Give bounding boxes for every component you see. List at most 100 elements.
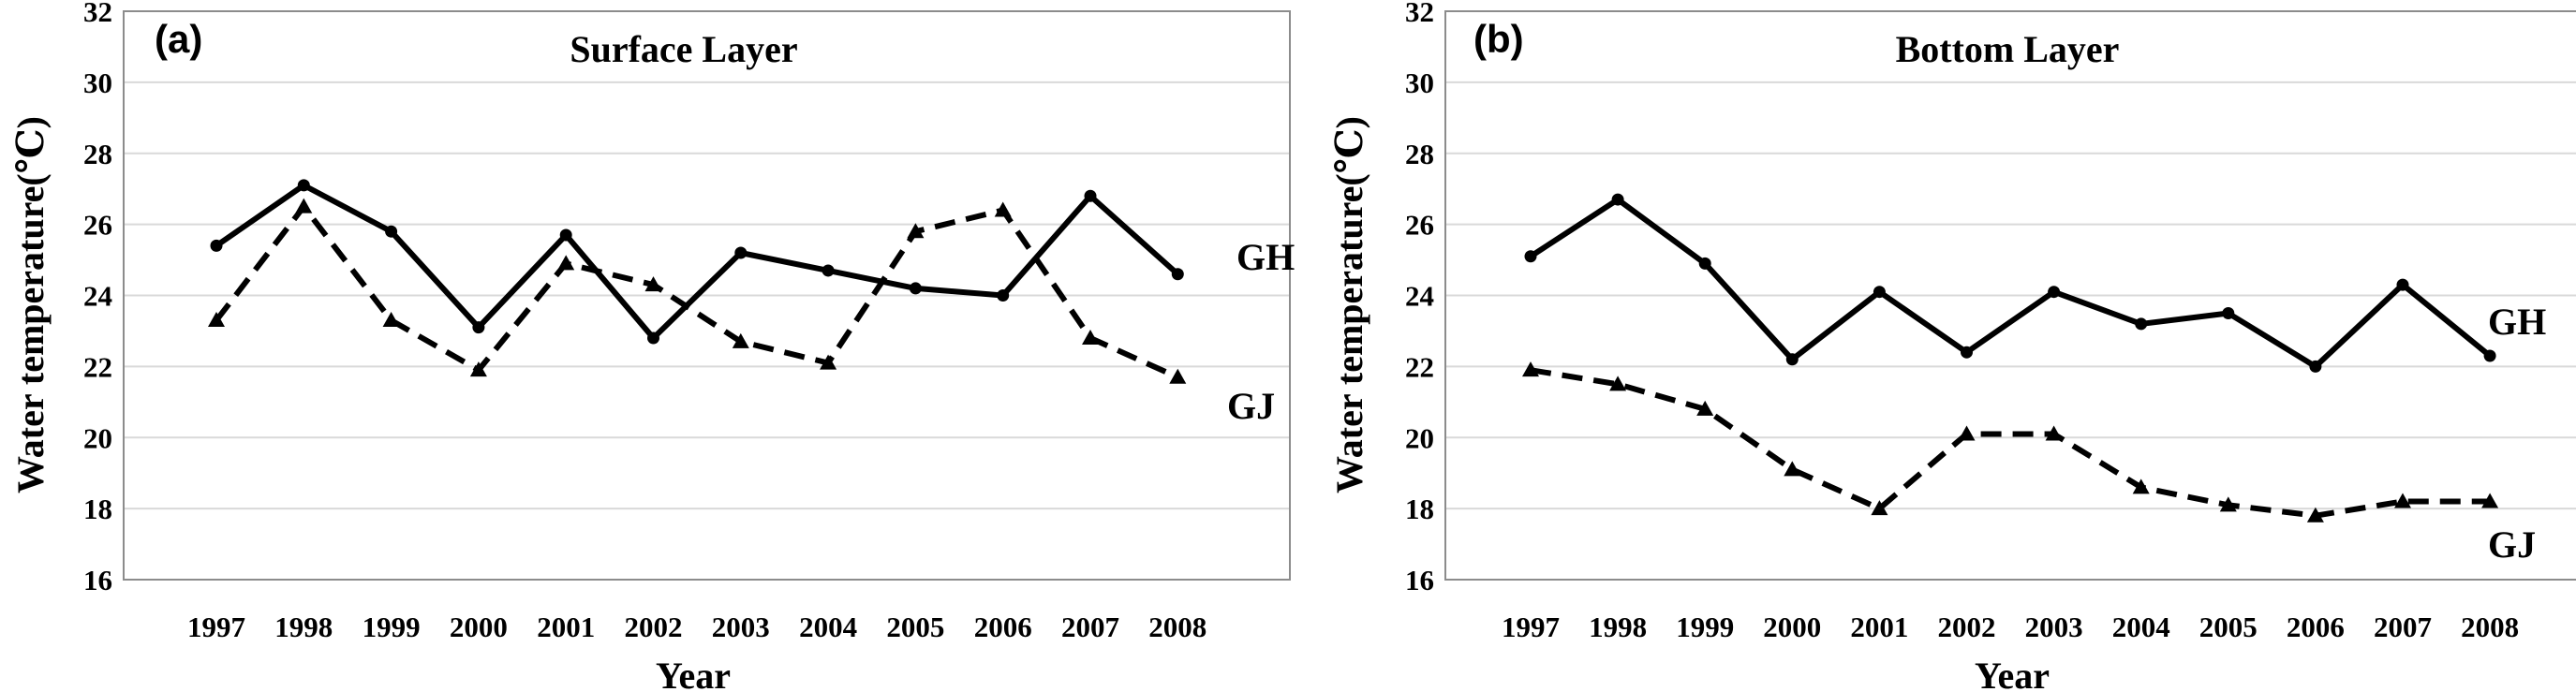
data-point-gh (2222, 306, 2235, 319)
data-point-gh (2048, 286, 2061, 299)
y-tick-label: 22 (1405, 350, 1434, 383)
x-tick-label: 2004 (2112, 611, 2170, 643)
x-tick-label: 1997 (1502, 611, 1560, 643)
x-tick-label: 2001 (537, 611, 595, 643)
chart-title: Surface Layer (570, 28, 797, 70)
data-point-gh (210, 239, 223, 252)
x-tick-label: 2005 (886, 611, 944, 643)
y-tick-label: 28 (83, 138, 112, 170)
series-line-gh (1529, 197, 2492, 370)
data-point-gh (2309, 360, 2322, 373)
data-point-gj (1871, 500, 1888, 516)
series-line-gh (215, 182, 1180, 341)
x-tick-label: 2008 (2461, 611, 2519, 643)
data-point-gh (1524, 250, 1537, 263)
y-tick-label: 30 (83, 66, 112, 99)
series-line-gj (1530, 367, 2491, 519)
data-point-gh (559, 228, 572, 242)
x-tick-label: 2000 (450, 611, 508, 643)
series-label-gj: GJ (2488, 523, 2536, 566)
series-label-gh: GH (2488, 301, 2546, 343)
y-tick-label: 30 (1405, 66, 1434, 99)
data-point-gj (295, 198, 313, 213)
data-point-gh (1084, 189, 1097, 202)
x-tick-label: 2003 (712, 611, 770, 643)
data-point-gh (385, 225, 398, 238)
data-point-gj (644, 276, 662, 292)
y-tick-label: 26 (83, 209, 112, 242)
data-point-gj (1784, 461, 1801, 477)
x-tick-label: 2005 (2199, 611, 2258, 643)
data-point-gh (1171, 268, 1184, 281)
data-point-gh (909, 282, 922, 295)
data-point-gj (2219, 496, 2237, 512)
x-tick-label: 2007 (1061, 611, 1119, 643)
panel-label: (a) (155, 17, 202, 61)
y-tick-label: 16 (1405, 564, 1434, 596)
plot-area-frame (123, 10, 1291, 581)
x-tick-label: 2001 (1850, 611, 1908, 643)
x-axis-title: Year (656, 655, 731, 692)
y-tick-label: 32 (83, 0, 112, 28)
x-tick-label: 2004 (799, 611, 857, 643)
x-tick-label: 2003 (2025, 611, 2083, 643)
data-point-gh (1698, 257, 1711, 270)
data-point-gj (1696, 400, 1714, 416)
x-tick-label: 1999 (1676, 611, 1734, 643)
y-tick-label: 18 (83, 493, 112, 525)
y-tick-label: 28 (1405, 138, 1434, 170)
chart-title: Bottom Layer (1896, 28, 2120, 70)
data-point-gj (557, 255, 575, 271)
x-tick-label: 2006 (974, 611, 1032, 643)
data-point-gj (732, 332, 749, 348)
data-point-gj (1609, 375, 1627, 391)
y-tick-label: 18 (1405, 493, 1434, 525)
plot-area-frame (1444, 10, 2576, 581)
data-point-gh (734, 246, 748, 259)
x-tick-label: 2008 (1148, 611, 1207, 643)
y-tick-label: 20 (1405, 421, 1434, 454)
data-point-gh (1785, 353, 1799, 366)
y-tick-label: 20 (83, 421, 112, 454)
data-point-gj (1169, 368, 1187, 384)
data-point-gh (297, 179, 310, 192)
data-point-gh (2135, 317, 2148, 331)
x-tick-label: 1997 (187, 611, 245, 643)
y-tick-label: 16 (83, 564, 112, 596)
series-label-gj: GJ (1227, 385, 1275, 427)
y-tick-label: 26 (1405, 209, 1434, 242)
data-point-gj (2394, 493, 2411, 508)
x-axis-title: Year (1975, 655, 2050, 692)
series-line-gj (214, 203, 1179, 380)
y-axis-title: Water temperature(℃) (1328, 116, 1370, 493)
data-point-gj (469, 361, 487, 377)
data-point-gh (822, 264, 835, 277)
data-point-gj (2132, 479, 2150, 494)
panel-label: (b) (1473, 17, 1524, 61)
x-tick-label: 2002 (1938, 611, 1996, 643)
x-tick-label: 2007 (2374, 611, 2432, 643)
x-tick-label: 2000 (1763, 611, 1821, 643)
series-label-gh: GH (1236, 236, 1295, 278)
data-point-gh (1961, 346, 1973, 359)
x-tick-label: 1998 (1589, 611, 1647, 643)
data-point-gh (997, 289, 1010, 302)
y-tick-label: 32 (1405, 0, 1434, 28)
data-point-gh (2483, 349, 2496, 362)
y-axis-title: Water temperature(℃) (9, 116, 52, 493)
data-point-gh (647, 331, 659, 345)
data-point-gj (382, 312, 400, 328)
data-point-gj (994, 201, 1012, 217)
data-point-gj (2306, 507, 2324, 523)
data-point-gh (472, 321, 485, 334)
x-tick-label: 1998 (274, 611, 333, 643)
data-point-gh (2396, 278, 2409, 291)
data-point-gj (1082, 330, 1099, 346)
y-tick-label: 22 (83, 350, 112, 383)
data-point-gj (907, 223, 925, 239)
data-point-gh (1873, 286, 1886, 299)
x-tick-label: 2002 (625, 611, 683, 643)
data-point-gh (1611, 193, 1624, 206)
data-point-gj (1958, 425, 1976, 441)
